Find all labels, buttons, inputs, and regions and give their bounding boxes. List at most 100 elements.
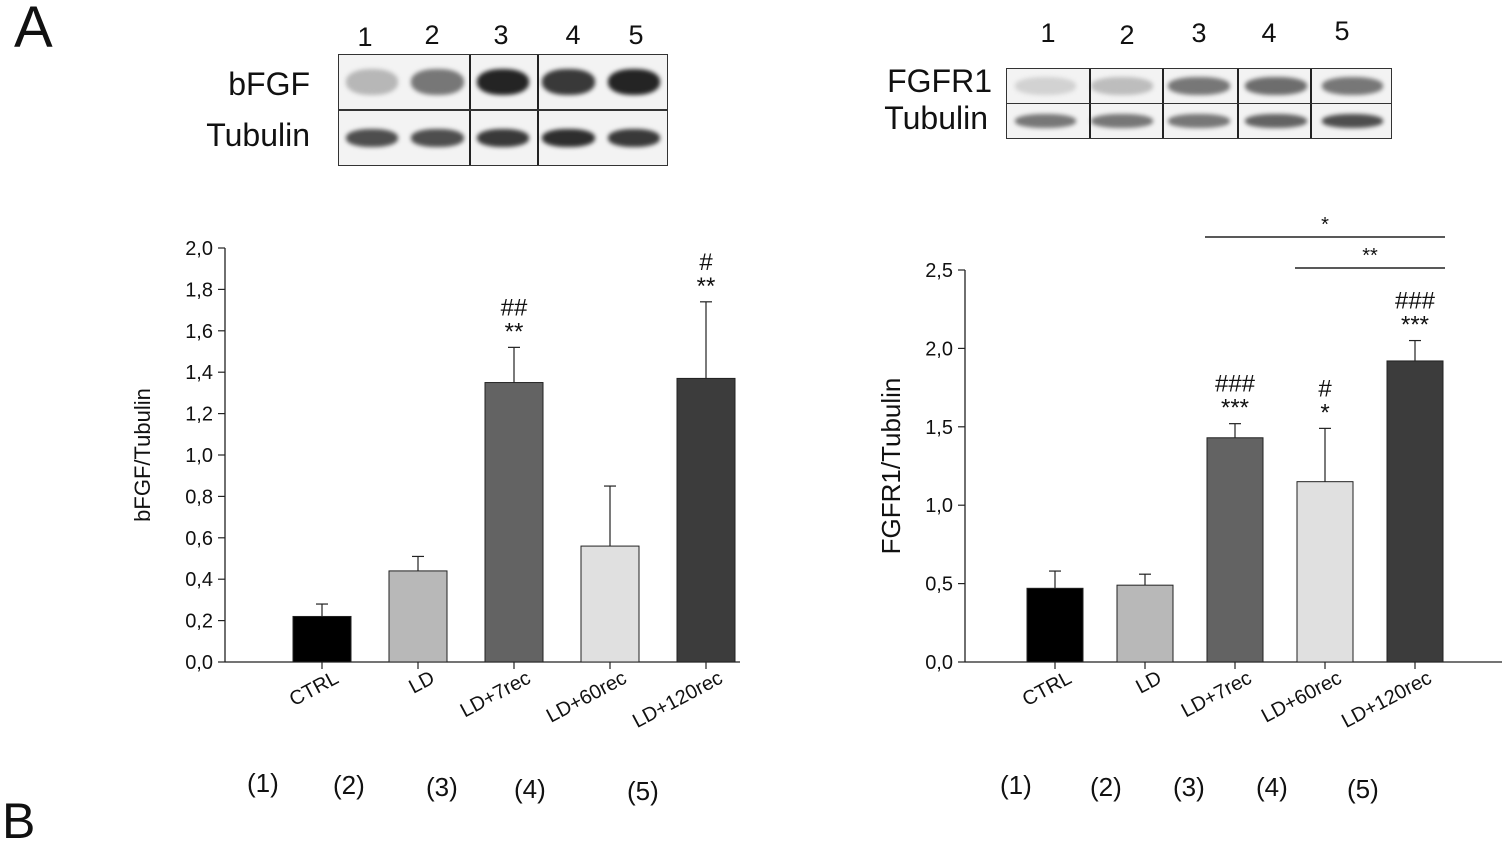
- blot-band: [1168, 77, 1230, 95]
- lane-separator: [1162, 69, 1164, 103]
- panel-letter-a: A: [14, 0, 53, 60]
- blot-band: [542, 69, 595, 95]
- lane-separator: [469, 111, 471, 165]
- y-axis-label: bFGF/Tubulin: [130, 388, 155, 522]
- lane-number: 3: [493, 20, 509, 50]
- bar: [484, 382, 544, 663]
- significance-marker: ***: [1401, 312, 1429, 339]
- lane-code: (5): [1347, 774, 1379, 804]
- lane-separator: [537, 55, 539, 109]
- significance-marker: #: [1318, 375, 1332, 402]
- bar: [292, 615, 352, 663]
- y-tick-label: 2,5: [925, 260, 953, 282]
- bar: [1386, 360, 1444, 663]
- blot-band: [1014, 114, 1077, 128]
- blot-band: [1321, 114, 1384, 128]
- blot-band: [1091, 77, 1153, 95]
- blot-row-label: FGFR1: [887, 63, 992, 99]
- bar: [580, 545, 640, 663]
- blot-band: [411, 69, 464, 95]
- lane-number: 3: [1191, 18, 1207, 48]
- y-tick-label: 0,2: [185, 611, 213, 633]
- lane-code: (1): [1000, 770, 1032, 800]
- blot-band: [476, 129, 530, 147]
- bar: [1026, 587, 1084, 663]
- lane-number: 1: [357, 22, 373, 52]
- blot-band: [476, 69, 530, 95]
- significance-marker: ###: [1215, 371, 1256, 398]
- blot-band: [542, 129, 595, 147]
- bar: [388, 570, 448, 663]
- x-tick-label: CTRL: [286, 667, 342, 711]
- lane-code: (3): [1173, 772, 1205, 802]
- y-tick-label: 0,5: [925, 574, 953, 596]
- bar: [1296, 481, 1354, 663]
- blot-band: [607, 129, 661, 147]
- lane-separator: [1089, 69, 1091, 103]
- y-tick-label: 1,8: [185, 279, 213, 301]
- blot-band: [1245, 77, 1307, 95]
- lane-code: (5): [627, 776, 659, 806]
- lane-number: 5: [1334, 16, 1350, 46]
- x-tick-label: LD+120rec: [1338, 667, 1435, 733]
- blot-row-label: Tubulin: [206, 117, 310, 153]
- lane-separator: [537, 111, 539, 165]
- lane-code: (4): [1256, 772, 1288, 802]
- x-tick-label: LD: [405, 667, 438, 698]
- lane-number: 2: [424, 20, 440, 50]
- blot-strip-tubulin: [338, 110, 668, 166]
- bar-chart-bfgf: 0,0 0,2 0,4 0,6 0,8 1,0 1,2 1,4 1,6 1,8 2,0 bFGF/Tu…: [130, 238, 740, 733]
- lane-code: (2): [333, 770, 365, 800]
- y-tick-label: 1,6: [185, 321, 213, 343]
- blot-band: [345, 129, 399, 147]
- blot-band: [1014, 77, 1077, 95]
- lane-code: (1): [247, 768, 279, 798]
- significance-marker: ***: [1221, 395, 1249, 422]
- x-tick-label: LD+60rec: [1258, 667, 1345, 727]
- lane-number: 5: [628, 20, 644, 50]
- x-tick-label: LD+7rec: [1178, 667, 1256, 722]
- lane-separator: [1162, 104, 1164, 138]
- blot-row-label: Tubulin: [884, 100, 988, 136]
- y-tick-label: 1,0: [925, 495, 953, 517]
- lane-number: 1: [1040, 18, 1056, 48]
- y-tick-label: 1,0: [185, 445, 213, 467]
- lane-separator: [1310, 69, 1312, 103]
- x-tick-label: LD: [1132, 667, 1165, 698]
- lane-code: (4): [514, 774, 546, 804]
- significance-marker: *: [1320, 399, 1329, 426]
- x-tick-label: LD+60rec: [543, 667, 630, 727]
- x-tick-label: LD+7rec: [457, 667, 535, 722]
- lane-separator: [1089, 104, 1091, 138]
- bar: [1206, 437, 1264, 663]
- blot-band: [607, 69, 661, 95]
- bar: [1116, 584, 1174, 663]
- y-tick-label: 0,4: [185, 569, 213, 591]
- significance-marker: ##: [501, 294, 528, 321]
- blot-strip-tubulin: [1006, 103, 1392, 139]
- lane-separator: [1237, 104, 1239, 138]
- blot-band: [1168, 114, 1230, 128]
- lane-separator: [1310, 104, 1312, 138]
- significance-marker: ###: [1395, 288, 1436, 315]
- blot-band: [1245, 114, 1307, 128]
- lane-separator: [1237, 69, 1239, 103]
- lane-separator: [469, 55, 471, 109]
- bracket-label: **: [1362, 245, 1378, 267]
- y-axis-label: FGFR1/Tubulin: [876, 378, 906, 555]
- lane-code: (2): [1090, 772, 1122, 802]
- y-tick-label: 1,5: [925, 417, 953, 439]
- significance-marker: #: [699, 249, 713, 276]
- x-tick-label: LD+120rec: [629, 667, 726, 733]
- y-tick-label: 2,0: [925, 338, 953, 360]
- bar-chart-fgfr1: 0,0 0,5 1,0 1,5 2,0 2,5 FGFR1/Tubulin CTRL LD LD+…: [876, 214, 1502, 733]
- blot-band: [1321, 77, 1384, 95]
- y-tick-label: 0,6: [185, 528, 213, 550]
- bar: [676, 377, 736, 663]
- blot-band: [345, 69, 399, 95]
- x-tick-label: CTRL: [1019, 667, 1075, 711]
- y-tick-label: 0,8: [185, 486, 213, 508]
- blot-strip-fgfr1: [1006, 68, 1392, 104]
- blot-row-label: bFGF: [228, 66, 310, 102]
- lane-number: 4: [1261, 18, 1277, 48]
